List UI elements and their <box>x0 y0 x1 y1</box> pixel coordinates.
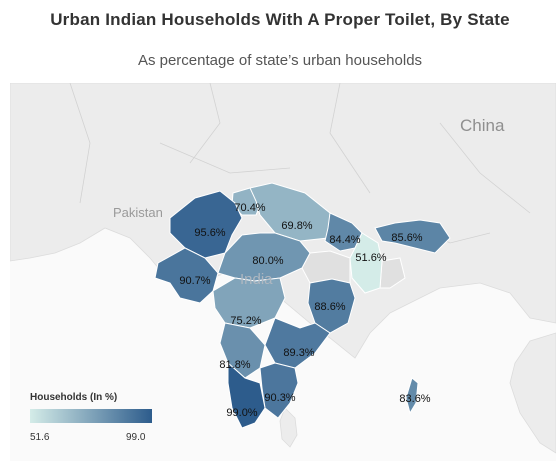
states-layer <box>154 182 451 429</box>
legend-title: Households (In %) <box>30 392 118 403</box>
state-value-label: 84.4% <box>329 234 361 246</box>
pakistan-label: Pakistan <box>113 205 163 220</box>
state-value-label: 90.7% <box>179 275 211 287</box>
state-region[interactable] <box>217 232 311 282</box>
state-value-label: 69.8% <box>281 220 313 232</box>
chart-subtitle: As percentage of state’s urban household… <box>137 52 423 69</box>
state-region[interactable] <box>405 377 419 415</box>
state-region[interactable] <box>349 232 383 294</box>
state-region[interactable] <box>249 182 331 242</box>
state-region[interactable] <box>212 277 286 329</box>
legend: Households (In %) 51.6 99.0 <box>30 392 160 446</box>
state-region[interactable] <box>169 190 243 259</box>
state-value-label: 99.0% <box>226 407 258 419</box>
chart-title: Urban Indian Households With A Proper To… <box>50 10 510 29</box>
state-region[interactable] <box>264 317 331 369</box>
state-value-label: 51.6% <box>355 252 387 264</box>
state-value-label: 81.8% <box>219 359 251 371</box>
state-value-label: 75.2% <box>230 315 262 327</box>
state-region[interactable] <box>307 278 356 334</box>
state-region[interactable] <box>219 322 266 379</box>
land-sri-lanka <box>279 407 298 448</box>
state-value-label: 70.4% <box>234 202 266 214</box>
state-region[interactable] <box>374 219 451 254</box>
state-value-label: 80.0% <box>252 255 284 267</box>
map-area[interactable]: China Pakistan India 70.4% 95.6% 69.8% 84.4… <box>10 83 556 461</box>
state-region[interactable] <box>227 361 266 429</box>
border-lines <box>69 83 531 244</box>
state-region[interactable] <box>154 247 219 304</box>
state-no-data <box>301 250 351 284</box>
state-value-label: 90.3% <box>264 392 296 404</box>
legend-gradient-bar <box>30 409 152 423</box>
map-svg[interactable] <box>10 83 556 461</box>
legend-max-label: 99.0 <box>126 432 146 443</box>
state-region[interactable] <box>324 212 363 252</box>
state-value-label: 88.6% <box>314 301 346 313</box>
state-value-label: 89.3% <box>283 347 315 359</box>
state-region[interactable] <box>259 362 299 419</box>
india-label: India <box>240 271 273 288</box>
state-value-label: 95.6% <box>194 227 226 239</box>
land-east <box>509 332 556 454</box>
state-value-label: 85.6% <box>391 232 423 244</box>
state-value-label: 83.6% <box>399 393 431 405</box>
legend-min-label: 51.6 <box>30 432 50 443</box>
china-label: China <box>460 116 505 135</box>
